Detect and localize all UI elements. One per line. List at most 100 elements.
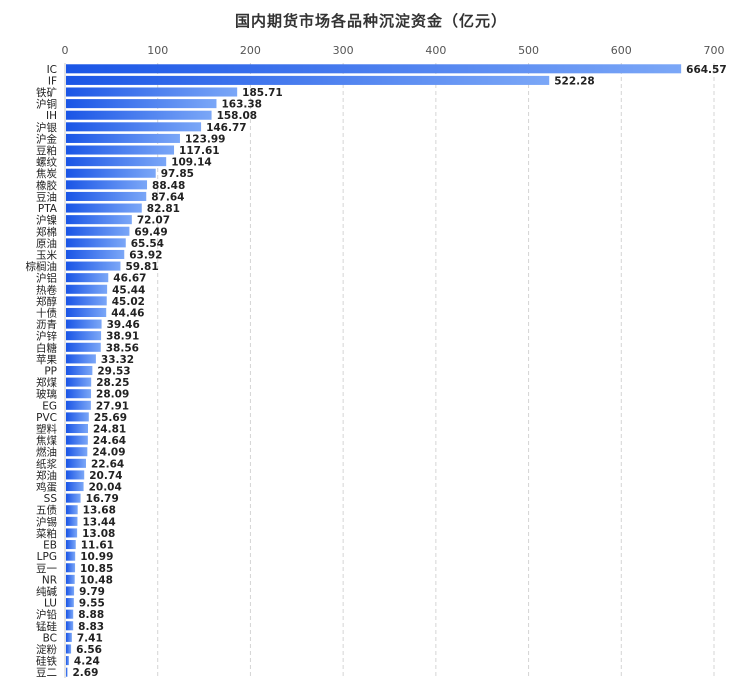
category-label: EG <box>42 400 57 412</box>
category-label: IH <box>46 110 57 122</box>
category-label: 郑棉 <box>36 225 57 238</box>
bar <box>66 621 74 631</box>
bar <box>66 412 89 422</box>
value-label: 72.07 <box>137 215 170 227</box>
bar <box>66 87 238 97</box>
bar <box>66 99 217 109</box>
x-tick-label: 0 <box>62 44 69 57</box>
value-label: 38.91 <box>106 331 139 343</box>
category-label: 原油 <box>36 237 57 250</box>
category-label: PTA <box>38 203 58 215</box>
value-label: 33.32 <box>101 354 134 366</box>
bar <box>66 215 132 225</box>
value-label: 24.09 <box>92 447 125 459</box>
value-label: 38.56 <box>106 342 139 354</box>
category-label: 苹果 <box>36 353 57 366</box>
category-label: 豆二 <box>36 667 57 679</box>
bar <box>66 505 78 515</box>
value-label: 146.77 <box>206 122 247 134</box>
bar <box>66 261 121 271</box>
category-label: EB <box>43 540 57 552</box>
value-label: 25.69 <box>94 412 127 424</box>
bar <box>66 551 76 561</box>
value-label: 59.81 <box>125 261 158 273</box>
value-label: 10.99 <box>80 551 113 563</box>
bar <box>66 389 92 399</box>
chart-title: 国内期货市场各品种沉淀资金（亿元） <box>234 12 507 30</box>
value-label: 13.44 <box>82 516 115 528</box>
x-tick-label: 300 <box>333 44 354 57</box>
value-label: 87.64 <box>151 191 184 203</box>
bar <box>66 656 69 666</box>
category-label: 豆油 <box>36 190 57 203</box>
category-label: NR <box>42 574 57 586</box>
bar <box>66 191 147 201</box>
bar <box>66 133 180 143</box>
bar <box>66 540 76 550</box>
bar <box>66 284 108 294</box>
value-label: 27.91 <box>96 400 129 412</box>
value-label: 65.54 <box>131 238 164 250</box>
bar <box>66 586 75 596</box>
bar <box>66 632 72 642</box>
value-label: 109.14 <box>171 157 212 169</box>
bar <box>66 75 550 85</box>
value-label: 97.85 <box>161 168 194 180</box>
category-label: 锰硅 <box>36 620 57 633</box>
bar <box>66 563 76 573</box>
value-label: 16.79 <box>86 493 119 505</box>
bar <box>66 354 96 364</box>
value-label: 63.92 <box>129 249 162 261</box>
value-label: 44.46 <box>111 307 144 319</box>
bar <box>66 435 88 445</box>
category-label: 沪金 <box>36 132 57 145</box>
x-tick-label: 400 <box>425 44 446 57</box>
category-label: IF <box>48 75 57 87</box>
value-label: 29.53 <box>97 366 130 378</box>
value-label: 10.48 <box>80 574 113 586</box>
x-tick-label: 200 <box>240 44 261 57</box>
value-label: 20.04 <box>89 482 122 494</box>
category-label: 沪镍 <box>36 214 57 227</box>
value-label: 88.48 <box>152 180 185 192</box>
value-label: 123.99 <box>185 133 226 145</box>
category-label: 纯碱 <box>36 585 57 598</box>
x-tick-label: 700 <box>704 44 725 57</box>
category-label: 白糖 <box>36 341 57 354</box>
bar <box>66 470 85 480</box>
category-label: 菜粕 <box>36 527 57 540</box>
bar <box>66 168 156 178</box>
bar <box>66 122 202 132</box>
bar <box>66 249 125 259</box>
bar <box>66 447 88 457</box>
bar <box>66 377 92 387</box>
value-label: 4.24 <box>74 656 100 668</box>
category-label: 焦炭 <box>36 167 57 180</box>
bar <box>66 365 93 376</box>
category-label: 塑料 <box>36 423 57 436</box>
category-label: 玉米 <box>36 248 57 261</box>
value-label: 39.46 <box>107 319 140 331</box>
bar <box>66 598 74 608</box>
value-label: 46.67 <box>113 273 146 285</box>
value-label: 6.56 <box>76 644 102 656</box>
category-label: 橡胶 <box>36 179 57 192</box>
category-label: 十债 <box>36 306 57 319</box>
bar <box>66 423 89 434</box>
category-label: 沪锡 <box>36 515 57 528</box>
bar <box>66 609 74 619</box>
category-label: 沪锌 <box>36 330 57 343</box>
category-label: SS <box>44 493 58 505</box>
x-tick-label: 100 <box>147 44 168 57</box>
bar <box>66 180 148 190</box>
value-label: 9.55 <box>79 598 105 610</box>
category-label: 燃油 <box>36 446 57 459</box>
bar <box>66 145 175 155</box>
value-label: 163.38 <box>221 99 262 111</box>
bar <box>66 296 107 306</box>
category-label: 郑煤 <box>36 376 57 389</box>
value-label: 2.69 <box>72 667 98 679</box>
x-tick-label: 500 <box>518 44 539 57</box>
x-tick-label: 600 <box>611 44 632 57</box>
value-label: 664.57 <box>686 64 727 76</box>
